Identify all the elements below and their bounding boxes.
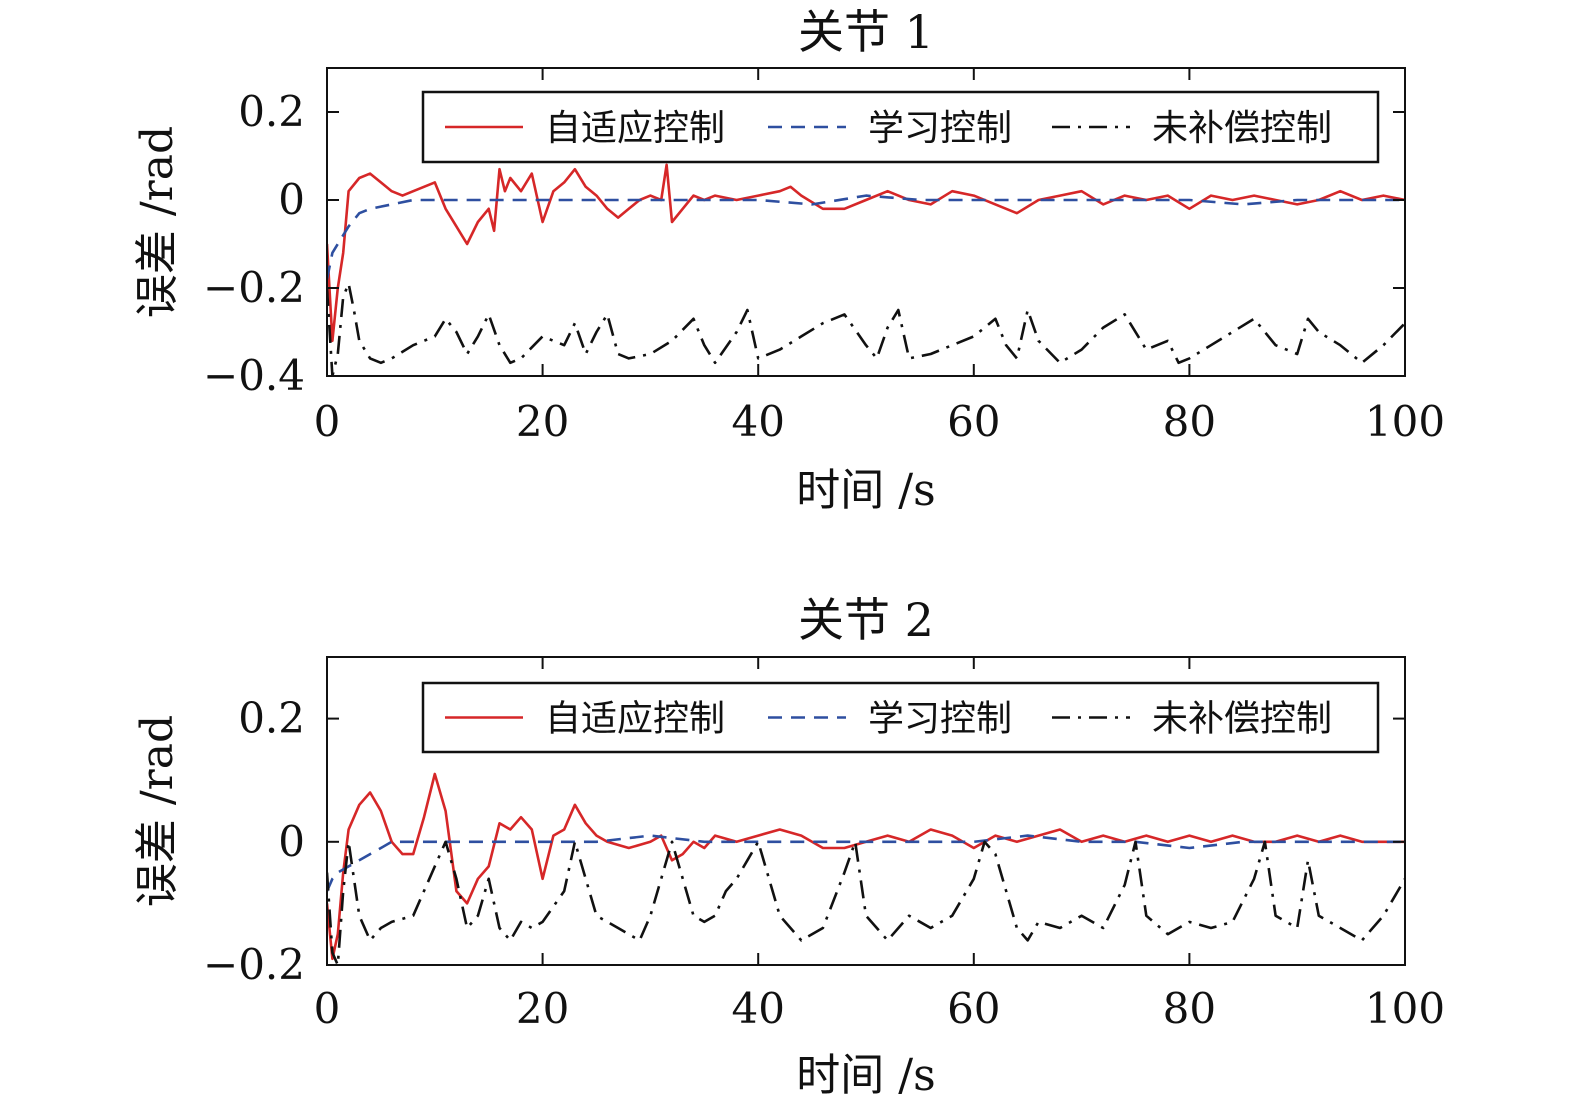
legend-label-2: 学习控制: [868, 108, 1012, 149]
chart-panel-1: 关节 1 0 20 40 60 80 100 −0.4 −0.2 0 0.2 时间 /s 误差 /rad…: [132, 5, 1445, 516]
y-tick-label: 0: [278, 175, 305, 224]
legend-label-1: 自适应控制: [545, 108, 725, 149]
x-tick-label: 40: [731, 397, 784, 446]
legend-label-1: 自适应控制: [545, 699, 725, 740]
legend-label-3: 未补偿控制: [1152, 699, 1332, 740]
chart-title: 关节 2: [798, 593, 934, 647]
series-line-2: [327, 834, 1405, 892]
y-tick-label: 0.2: [238, 87, 305, 136]
series-group: [327, 163, 1405, 376]
plot-frame: [326, 656, 1406, 966]
x-tick-label: 60: [947, 397, 1000, 446]
series-group: [327, 772, 1405, 965]
x-tick-label: 100: [1365, 397, 1445, 446]
legend: 自适应控制 学习控制 未补偿控制: [421, 681, 1380, 754]
legend-box: [421, 90, 1380, 164]
y-axis-label: 误差 /rad: [132, 126, 183, 318]
series-line-1: [327, 772, 1405, 961]
x-axis-label: 时间 /s: [796, 1050, 935, 1101]
chart-title: 关节 1: [798, 5, 934, 59]
series-line-3: [327, 282, 1405, 376]
legend-box: [421, 681, 1380, 754]
chart-panel-2: 关节 20 20 40 60 80 100−0.200.2时间 /s误差 /rad 自适应控…: [132, 593, 1445, 1101]
y-tick-label: −0.4: [203, 351, 305, 400]
legend-label-3: 未补偿控制: [1152, 108, 1332, 149]
legend: 自适应控制 学习控制 未补偿控制: [421, 90, 1380, 164]
y-tick-label: −0.2: [203, 263, 305, 312]
x-axis-label: 时间 /s: [796, 465, 935, 516]
x-tick-label: 100: [1365, 984, 1445, 1033]
x-tick-label: 80: [1163, 984, 1216, 1033]
plot-frame: [326, 67, 1406, 377]
series-line-2: [327, 194, 1405, 280]
x-tick-label: 80: [1163, 397, 1216, 446]
x-tick-label: 0: [314, 397, 341, 446]
y-axis-label: 误差 /rad: [132, 715, 183, 907]
y-tick-label: 0: [278, 817, 305, 866]
x-tick-label: 60: [947, 984, 1000, 1033]
series-line-1: [327, 163, 1405, 343]
legend-label-2: 学习控制: [868, 699, 1012, 740]
x-tick-label: 0: [314, 984, 341, 1033]
x-tick-label: 20: [516, 397, 569, 446]
y-tick-label: 0.2: [238, 694, 305, 743]
x-tick-label: 40: [731, 984, 784, 1033]
x-tick-label: 20: [516, 984, 569, 1033]
series-line-3: [327, 840, 1405, 965]
y-tick-label: −0.2: [203, 940, 305, 989]
